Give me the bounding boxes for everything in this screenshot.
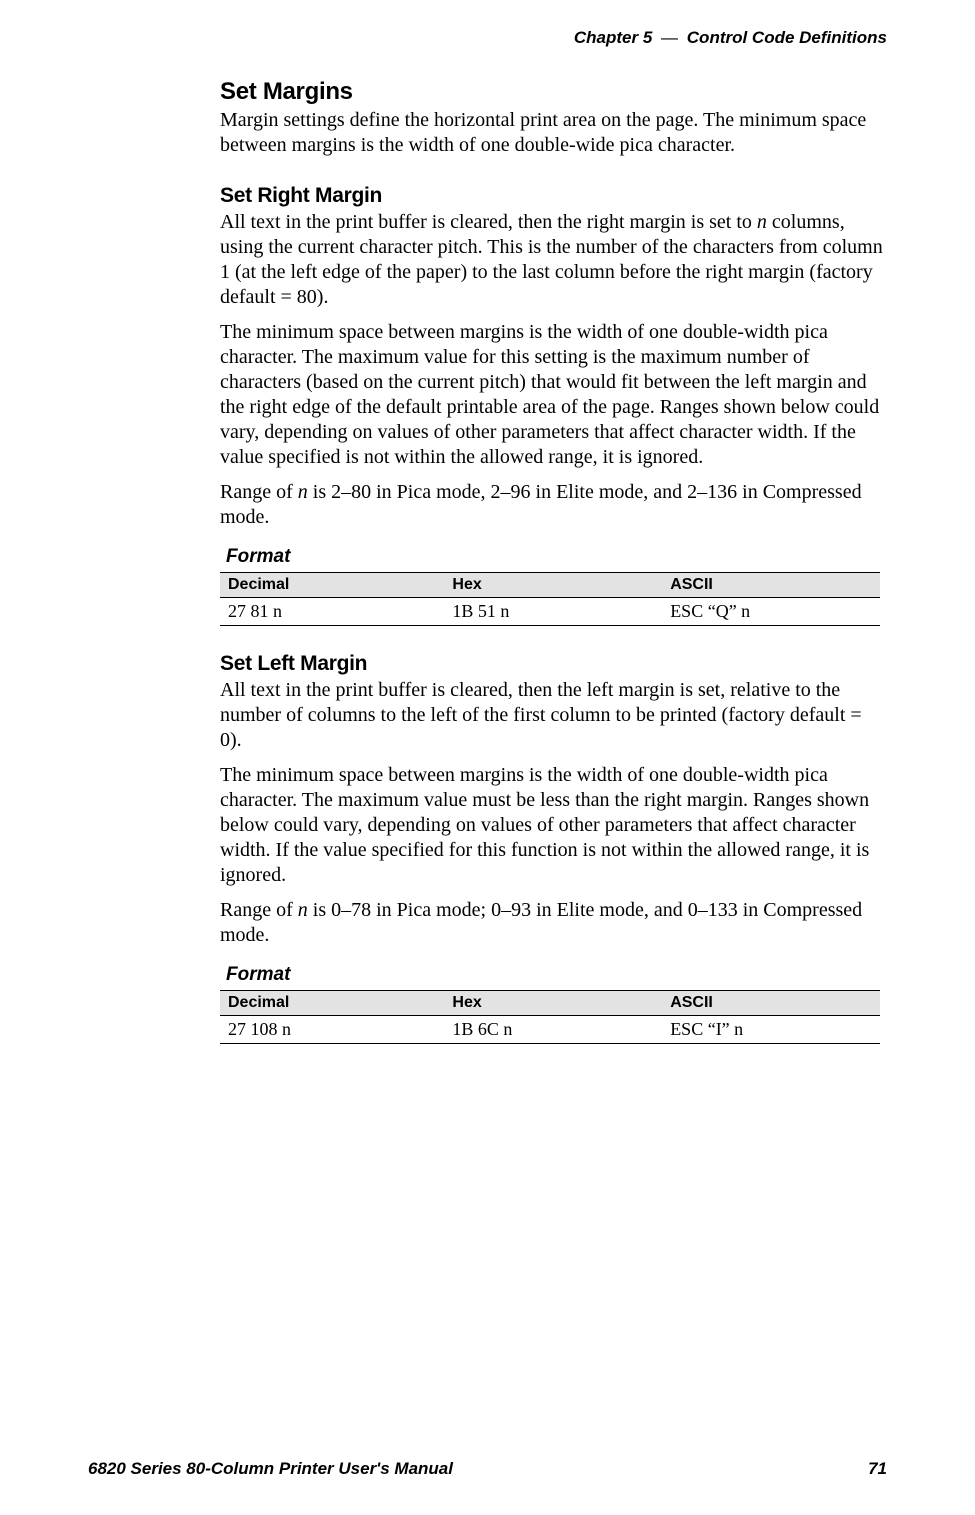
- set-right-p3-a: Range of: [220, 481, 298, 503]
- set-right-p3-b: is 2–80 in Pica mode, 2–96 in Elite mode…: [220, 481, 862, 528]
- format-label-left: Format: [226, 964, 888, 986]
- col-hex: Hex: [444, 991, 662, 1016]
- running-footer: 6820 Series 80-Column Printer User's Man…: [88, 1459, 887, 1479]
- page: Chapter 5 — Control Code Definitions Set…: [0, 0, 975, 1515]
- cell-hex: 1B 6C n: [444, 1016, 662, 1044]
- cell-decimal: 27 81 n: [220, 598, 444, 626]
- header-chapter-number: 5: [643, 28, 652, 47]
- heading-set-right-margin: Set Right Margin: [220, 184, 888, 208]
- header-chapter-title: Control Code Definitions: [687, 28, 887, 47]
- format-table-left: Decimal Hex ASCII 27 108 n 1B 6C n ESC “…: [220, 990, 880, 1044]
- table-row: 27 81 n 1B 51 n ESC “Q” n: [220, 598, 880, 626]
- cell-ascii: ESC “Q” n: [662, 598, 880, 626]
- table-header-row: Decimal Hex ASCII: [220, 573, 880, 598]
- table-header-row: Decimal Hex ASCII: [220, 991, 880, 1016]
- cell-decimal: 27 108 n: [220, 1016, 444, 1044]
- set-left-p3-b: is 0–78 in Pica mode; 0–93 in Elite mode…: [220, 899, 862, 946]
- var-n: n: [757, 211, 767, 233]
- var-n: n: [298, 481, 308, 503]
- set-left-p1: All text in the print buffer is cleared,…: [220, 678, 888, 753]
- heading-set-margins: Set Margins: [220, 78, 888, 106]
- header-chapter-word: Chapter: [574, 28, 638, 47]
- format-table-right: Decimal Hex ASCII 27 81 n 1B 51 n ESC “Q…: [220, 572, 880, 626]
- format-label-right: Format: [226, 546, 888, 568]
- col-decimal: Decimal: [220, 991, 444, 1016]
- col-ascii: ASCII: [662, 573, 880, 598]
- heading-set-left-margin: Set Left Margin: [220, 652, 888, 676]
- footer-manual-title: 6820 Series 80-Column Printer User's Man…: [88, 1459, 453, 1478]
- cell-hex: 1B 51 n: [444, 598, 662, 626]
- set-left-p3: Range of n is 0–78 in Pica mode; 0–93 in…: [220, 898, 888, 948]
- set-margins-p1: Margin settings define the horizontal pr…: [220, 108, 888, 158]
- table-row: 27 108 n 1B 6C n ESC “I” n: [220, 1016, 880, 1044]
- var-n: n: [298, 899, 308, 921]
- col-decimal: Decimal: [220, 573, 444, 598]
- footer-page-number: 71: [868, 1459, 887, 1479]
- col-hex: Hex: [444, 573, 662, 598]
- set-left-p2: The minimum space between margins is the…: [220, 763, 888, 888]
- content-area: Set Margins Margin settings define the h…: [220, 78, 888, 1044]
- set-left-p3-a: Range of: [220, 899, 298, 921]
- set-right-p1: All text in the print buffer is cleared,…: [220, 210, 888, 310]
- set-right-p3: Range of n is 2–80 in Pica mode, 2–96 in…: [220, 480, 888, 530]
- running-header: Chapter 5 — Control Code Definitions: [574, 28, 887, 48]
- cell-ascii: ESC “I” n: [662, 1016, 880, 1044]
- set-right-p1-a: All text in the print buffer is cleared,…: [220, 211, 757, 233]
- col-ascii: ASCII: [662, 991, 880, 1016]
- header-dash: —: [661, 28, 678, 47]
- set-right-p2: The minimum space between margins is the…: [220, 320, 888, 470]
